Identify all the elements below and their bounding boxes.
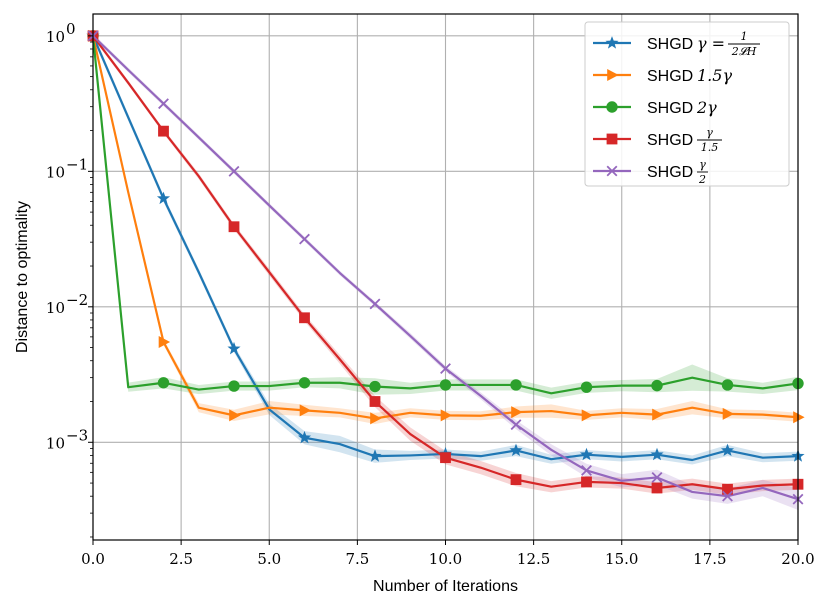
data-point <box>158 98 169 110</box>
data-point <box>439 379 452 391</box>
legend-math: γ = <box>697 34 725 53</box>
data-point <box>651 379 663 392</box>
data-point <box>369 396 381 407</box>
data-point <box>651 472 663 483</box>
data-point <box>157 377 170 389</box>
y-axis-label: Distance to optimality <box>14 201 31 353</box>
y-tick-label: 10 −2 <box>46 291 88 317</box>
y-tick-label: 10 −1 <box>46 155 88 181</box>
data-point <box>510 474 522 486</box>
data-point <box>510 419 522 431</box>
data-point <box>721 379 734 391</box>
legend-marker <box>606 165 618 177</box>
data-point <box>158 335 171 348</box>
data-point <box>228 165 240 177</box>
legend-box <box>584 21 790 187</box>
data-point <box>297 430 312 444</box>
data-point <box>156 191 171 205</box>
y-tick-base: 10 <box>46 434 65 452</box>
data-point <box>369 298 381 310</box>
data-point <box>650 447 664 461</box>
data-point <box>368 449 382 462</box>
legend-item: SHGD 2γ <box>593 98 717 117</box>
data-point <box>440 363 451 375</box>
x-tick-label: 12.5 <box>517 550 550 568</box>
y-tick-exponent: −3 <box>66 426 88 444</box>
y-tick-base: 10 <box>46 163 65 181</box>
legend-label: SHGD <box>647 164 693 181</box>
data-point <box>581 464 592 476</box>
data-point <box>509 443 523 457</box>
x-tick-label: 10.0 <box>429 550 462 568</box>
x-tick-label: 17.5 <box>693 550 726 568</box>
ticks: 0.0 2.5 5.0 7.5 10.0 12.5 15.0 17.5 20.010 010 −11… <box>46 20 815 568</box>
data-point <box>228 380 240 392</box>
data-point <box>651 482 663 494</box>
data-point <box>298 377 311 389</box>
data-point <box>440 409 453 422</box>
data-point <box>370 412 382 425</box>
x-axis-label: Number of Iterations <box>373 578 518 595</box>
data-point <box>158 125 169 137</box>
data-point <box>580 381 593 393</box>
y-tick-exponent: −2 <box>66 291 88 309</box>
data-point <box>652 408 664 421</box>
data-point <box>228 221 240 233</box>
x-tick-label: 20.0 <box>781 550 814 568</box>
data-point <box>511 406 523 419</box>
y-tick-exponent: 0 <box>66 20 76 38</box>
data-point <box>722 483 733 495</box>
legend-marker <box>606 133 618 145</box>
data-point <box>581 476 592 488</box>
legend-frac-denominator: 2𝓛H <box>731 45 757 58</box>
legend-marker <box>607 69 619 81</box>
legend-frac-numerator: 1 <box>741 30 748 43</box>
legend-math: 1.5γ <box>697 66 732 85</box>
data-point <box>722 407 735 420</box>
legend-frac-numerator: γ <box>706 126 713 139</box>
legend-math: 2γ <box>696 98 717 117</box>
x-tick-label: 0.0 <box>81 550 105 568</box>
data-point <box>440 452 451 464</box>
legend-marker <box>605 36 619 49</box>
legend-item: SHGD γ = 1 2𝓛H <box>593 30 760 58</box>
y-tick-base: 10 <box>46 28 65 46</box>
data-point <box>581 409 594 422</box>
y-tick-base: 10 <box>46 299 65 317</box>
legend-frac-denominator: 1.5 <box>701 141 719 154</box>
data-point <box>722 490 733 502</box>
y-tick-exponent: −1 <box>66 155 88 173</box>
x-tick-label: 15.0 <box>605 550 638 568</box>
data-point <box>579 447 594 461</box>
legend-marker <box>606 101 618 113</box>
legend-item: SHGD γ 1.5 <box>593 126 722 154</box>
data-point <box>510 379 522 391</box>
data-point <box>720 443 735 457</box>
legend-frac-numerator: γ <box>699 158 706 171</box>
data-point <box>369 380 381 393</box>
x-tick-label: 2.5 <box>169 550 193 568</box>
legend-label: SHGD <box>647 132 693 149</box>
legend-frac-denominator: 2 <box>698 173 706 186</box>
legend-label: SHGD <box>647 100 693 117</box>
legend-label: SHGD <box>647 36 693 53</box>
data-point <box>299 312 310 324</box>
data-point <box>299 233 310 245</box>
data-point <box>229 409 241 422</box>
x-tick-label: 7.5 <box>345 550 369 568</box>
x-tick-label: 5.0 <box>257 550 281 568</box>
legend-label: SHGD <box>647 68 693 85</box>
legend-item: SHGD 1.5γ <box>593 66 732 85</box>
data-point <box>299 404 312 417</box>
data-point <box>227 341 241 355</box>
y-tick-label: 10 0 <box>46 20 76 46</box>
y-tick-label: 10 −3 <box>46 426 88 452</box>
data-point <box>793 411 805 424</box>
legend-item: SHGD γ 2 <box>593 158 708 186</box>
